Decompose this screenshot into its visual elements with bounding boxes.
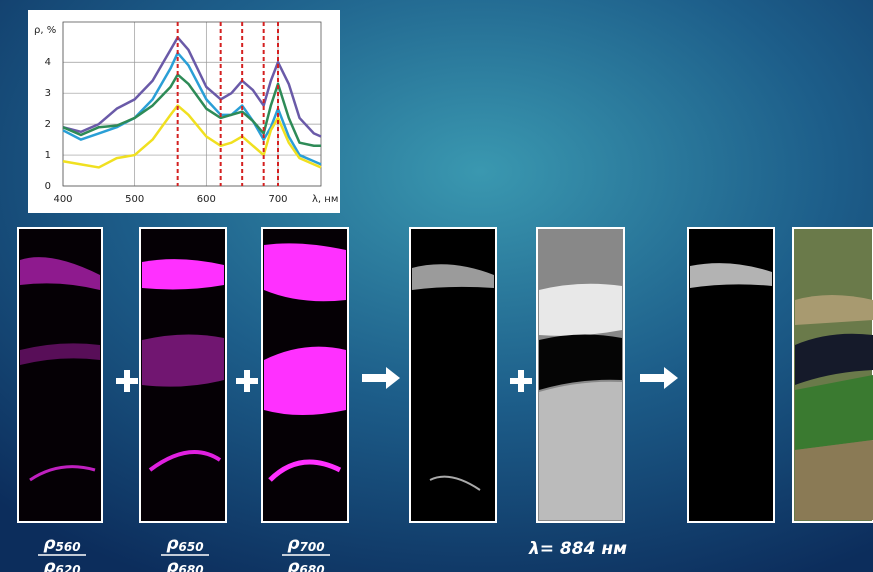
x-tick-label: 500	[125, 194, 144, 205]
y-tick-label: 2	[45, 119, 51, 130]
panel-nir	[537, 228, 624, 522]
subscript: 620	[56, 563, 81, 572]
panel-ratio-2	[140, 228, 226, 522]
panel-ratio-3	[262, 228, 348, 522]
symbol: ρ	[43, 534, 55, 554]
panel-rgb	[793, 228, 873, 522]
y-axis-label: ρ, %	[34, 25, 56, 36]
symbol: ρ	[287, 534, 299, 554]
symbol: ρ	[166, 534, 178, 554]
panels	[18, 228, 873, 522]
slide: 0 1 2 3 4 400 500 600 700 ρ, % λ, нм	[0, 0, 873, 572]
subscript: 560	[56, 540, 81, 554]
x-tick-label: 400	[53, 194, 72, 205]
y-tick-label: 3	[45, 88, 51, 99]
x-tick-label: 700	[268, 194, 287, 205]
subscript: 700	[300, 540, 325, 554]
x-axis-label: λ, нм	[312, 194, 338, 205]
y-tick-label: 0	[45, 181, 51, 192]
panel-ratio-1	[18, 228, 102, 522]
panel-combined	[410, 228, 496, 522]
symbol: ρ	[43, 557, 55, 572]
page: {"chart_data": {"type": "line", "y_label…	[0, 0, 873, 572]
wavelength-label: λ= 884 нм	[528, 539, 627, 559]
symbol: ρ	[287, 557, 299, 572]
subscript: 680	[179, 563, 204, 572]
x-tick-label: 600	[197, 194, 216, 205]
symbol: ρ	[166, 557, 178, 572]
y-tick-label: 4	[45, 57, 51, 68]
subscript: 680	[300, 563, 325, 572]
panel-result	[688, 228, 774, 522]
subscript: 650	[179, 540, 204, 554]
y-tick-label: 1	[45, 150, 51, 161]
